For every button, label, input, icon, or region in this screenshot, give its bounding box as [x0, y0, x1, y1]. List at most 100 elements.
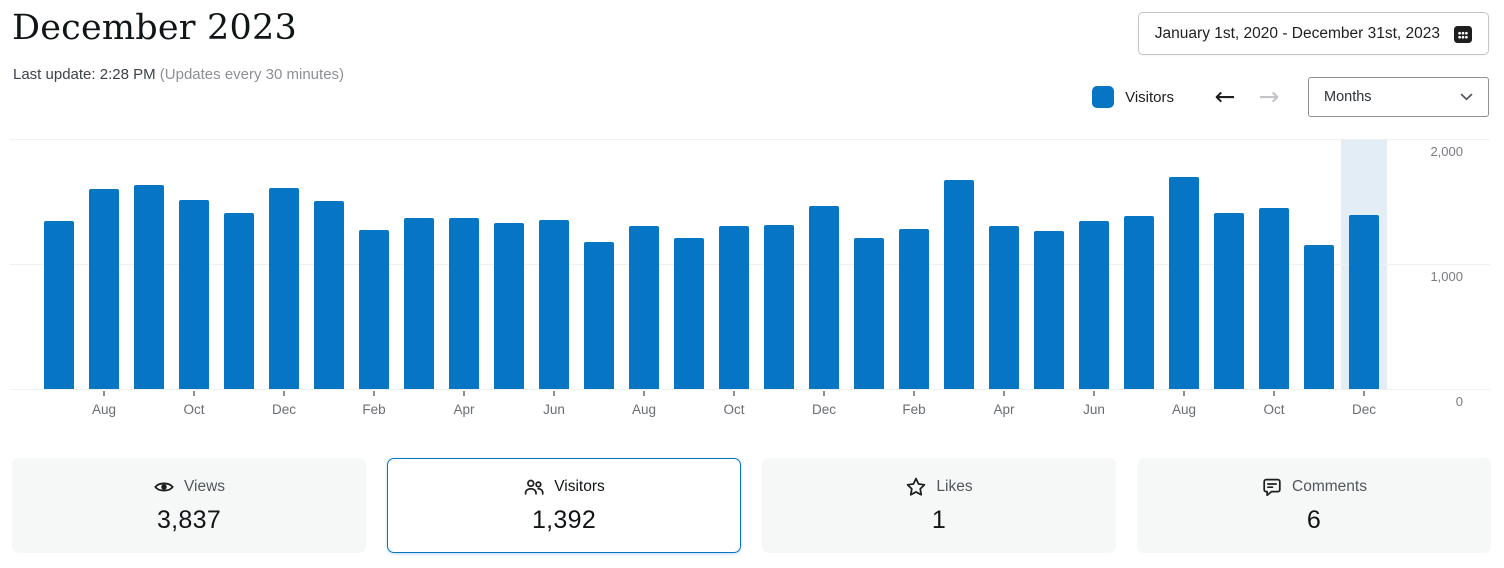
legend-visitors-label: Visitors: [1125, 88, 1174, 106]
x-axis-label: Feb: [902, 402, 926, 417]
comments-card[interactable]: Comments 6: [1137, 458, 1491, 553]
previous-period-button[interactable]: ←: [1214, 82, 1236, 111]
x-axis-label: Oct: [183, 402, 205, 417]
legend-visitors-swatch: [1092, 86, 1115, 108]
bar-nov-2023[interactable]: [1304, 245, 1334, 389]
period-select-value: Months: [1324, 89, 1372, 105]
bar-mar-2023[interactable]: [944, 180, 974, 389]
x-axis-label: Feb: [362, 402, 386, 417]
visitors-bar-chart: 0 1,000 2,000 Aug Oct Dec Feb Apr Jun Aug Oct Dec Fe…: [0, 139, 1504, 429]
bar-jul-2023[interactable]: [1124, 216, 1154, 389]
visitors-card-label-row: Visitors: [523, 476, 605, 498]
bar-sep-2023[interactable]: [1214, 213, 1244, 389]
likes-card-label: Likes: [936, 478, 973, 495]
bar-dec-2022[interactable]: [809, 206, 839, 389]
last-update: Last update: 2:28 PM (Updates every 30 m…: [13, 66, 344, 83]
y-axis-label: 2,000: [1430, 144, 1463, 159]
x-axis-tick: [103, 391, 105, 396]
x-axis-tick: [1093, 391, 1095, 396]
bar-apr-2022[interactable]: [449, 218, 479, 389]
x-axis-tick: [913, 391, 915, 396]
bar-may-2022[interactable]: [494, 223, 524, 389]
x-axis-tick: [643, 391, 645, 396]
visitors-card[interactable]: Visitors 1,392: [387, 458, 741, 553]
comments-card-label: Comments: [1292, 478, 1367, 495]
y-axis-label: 1,000: [1430, 269, 1463, 284]
bar-oct-2023[interactable]: [1259, 208, 1289, 389]
bar-jul-2022[interactable]: [584, 242, 614, 389]
x-axis-label: Aug: [1171, 402, 1197, 417]
x-axis-label: Dec: [271, 402, 296, 417]
x-axis-label: Aug: [631, 402, 657, 417]
update-frequency-note: (Updates every 30 minutes): [159, 66, 345, 83]
x-axis-tick: [463, 391, 465, 396]
bar-may-2023[interactable]: [1034, 231, 1064, 389]
x-axis-label: Oct: [723, 402, 745, 417]
x-axis-label: Dec: [1351, 402, 1376, 417]
x-axis-tick: [373, 391, 375, 396]
x-axis-tick: [1183, 391, 1185, 396]
comments-card-value: 6: [1306, 506, 1322, 534]
calendar-icon: [1451, 22, 1475, 46]
views-card-label: Views: [183, 478, 226, 495]
likes-card-label-row: Likes: [905, 476, 973, 498]
bar-jun-2023[interactable]: [1079, 221, 1109, 389]
x-axis-tick: [1003, 391, 1005, 396]
likes-card[interactable]: Likes 1: [762, 458, 1116, 553]
x-axis-label: Apr: [993, 402, 1015, 417]
x-axis-tick: [1273, 391, 1275, 396]
visitors-card-value: 1,392: [531, 506, 597, 534]
gridline-0: [10, 389, 1490, 390]
bar-mar-2022[interactable]: [404, 218, 434, 389]
bar-jan-2023[interactable]: [854, 238, 884, 389]
bar-feb-2023[interactable]: [899, 229, 929, 389]
views-card-value: 3,837: [156, 506, 222, 534]
date-range-button[interactable]: January 1st, 2020 - December 31st, 2023: [1137, 12, 1489, 55]
star-icon: [905, 476, 927, 498]
chart-controls: Visitors ← → Months: [1092, 77, 1489, 117]
bar-sep-2021[interactable]: [134, 185, 164, 389]
bar-sep-2022[interactable]: [674, 238, 704, 389]
comment-icon: [1261, 476, 1283, 498]
bar-jan-2022[interactable]: [314, 201, 344, 389]
bar-nov-2022[interactable]: [764, 225, 794, 389]
bar-dec-2021[interactable]: [269, 188, 299, 389]
next-period-button[interactable]: →: [1258, 82, 1280, 111]
y-axis-label: 0: [1455, 394, 1463, 409]
last-update-time: Last update: 2:28 PM: [13, 66, 156, 83]
bar-oct-2021[interactable]: [179, 200, 209, 389]
x-axis-tick: [193, 391, 195, 396]
x-axis-tick: [733, 391, 735, 396]
x-axis-tick: [553, 391, 555, 396]
bar-dec-2023[interactable]: [1349, 215, 1379, 389]
bar-nov-2021[interactable]: [224, 213, 254, 389]
visitors-card-label: Visitors: [554, 478, 605, 495]
x-axis-tick: [823, 391, 825, 396]
page-title: December 2023: [12, 8, 297, 48]
x-axis-label: Dec: [811, 402, 836, 417]
summary-cards: Views 3,837 Visitors 1,392: [12, 458, 1491, 553]
eye-icon: [153, 476, 175, 498]
likes-card-value: 1: [931, 506, 947, 534]
bar-jun-2022[interactable]: [539, 220, 569, 389]
views-card[interactable]: Views 3,837: [12, 458, 366, 553]
bar-apr-2023[interactable]: [989, 226, 1019, 389]
bar-aug-2021[interactable]: [89, 189, 119, 389]
bar-feb-2022[interactable]: [359, 230, 389, 389]
bar-jul-2021[interactable]: [44, 221, 74, 389]
bar-aug-2022[interactable]: [629, 226, 659, 389]
x-axis-label: Oct: [1263, 402, 1285, 417]
gridline-1000: [10, 264, 1490, 265]
gridline-2000: [10, 139, 1490, 140]
x-axis-label: Jun: [1083, 402, 1105, 417]
bar-aug-2023[interactable]: [1169, 177, 1199, 389]
chevron-down-icon: [1460, 93, 1473, 101]
x-axis-label: Apr: [453, 402, 475, 417]
x-axis-tick: [1363, 391, 1365, 396]
comments-card-label-row: Comments: [1261, 476, 1367, 498]
date-range-label: January 1st, 2020 - December 31st, 2023: [1154, 24, 1440, 42]
period-select[interactable]: Months: [1308, 77, 1489, 117]
x-axis-tick: [283, 391, 285, 396]
bar-oct-2022[interactable]: [719, 226, 749, 389]
